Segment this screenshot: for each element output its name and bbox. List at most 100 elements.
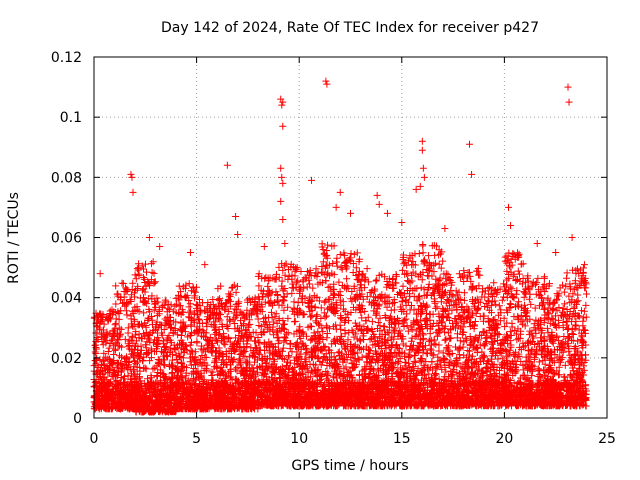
- data-point: [133, 358, 141, 366]
- data-point: [333, 258, 341, 266]
- data-point: [368, 318, 376, 326]
- data-point: [156, 366, 164, 374]
- data-point: [147, 260, 155, 268]
- data-point: [98, 331, 106, 339]
- data-point: [208, 371, 216, 379]
- data-point: [99, 357, 107, 365]
- data-point: [111, 321, 119, 329]
- data-point: [101, 393, 109, 401]
- data-point: [142, 328, 150, 336]
- data-point: [112, 345, 120, 353]
- data-point: [146, 357, 154, 365]
- data-point: [144, 382, 152, 390]
- data-point: [138, 402, 146, 410]
- data-point: [123, 311, 131, 319]
- data-point: [141, 319, 149, 327]
- data-point: [256, 338, 264, 346]
- data-point: [360, 335, 368, 343]
- data-point: [152, 323, 160, 331]
- data-point: [109, 333, 117, 341]
- data-point: [104, 347, 112, 355]
- data-point: [216, 311, 224, 319]
- data-point: [113, 335, 121, 343]
- data-point: [272, 310, 280, 318]
- chart-title: Day 142 of 2024, Rate Of TEC Index for r…: [161, 20, 539, 36]
- data-point: [157, 347, 165, 355]
- data-point: [324, 241, 332, 249]
- data-point: [144, 334, 152, 342]
- data-point: [116, 342, 124, 350]
- data-point: [214, 296, 222, 304]
- data-point: [213, 338, 221, 346]
- data-point: [224, 333, 232, 341]
- data-point: [142, 341, 150, 349]
- data-point: [166, 336, 174, 344]
- data-point: [134, 285, 142, 293]
- data-point: [121, 302, 129, 310]
- data-point: [143, 268, 151, 276]
- data-point: [297, 267, 305, 275]
- data-point: [99, 367, 107, 375]
- data-point: [364, 326, 372, 334]
- data-point: [153, 336, 161, 344]
- data-point: [141, 383, 149, 391]
- data-point: [186, 309, 194, 317]
- data-point: [135, 260, 143, 268]
- data-point: [146, 338, 154, 346]
- data-point: [92, 350, 100, 358]
- data-point: [342, 265, 350, 273]
- data-point: [143, 397, 151, 405]
- data-point: [380, 322, 388, 330]
- data-point: [363, 265, 371, 273]
- data-point: [113, 339, 121, 347]
- data-point: [134, 320, 142, 328]
- data-point: [133, 380, 141, 388]
- data-point: [91, 341, 99, 349]
- data-point: [154, 358, 162, 366]
- data-point: [130, 315, 138, 323]
- data-point: [140, 285, 148, 293]
- data-point: [148, 378, 156, 386]
- data-point: [136, 350, 144, 358]
- data-point: [115, 400, 123, 408]
- data-point: [143, 350, 151, 358]
- data-point: [111, 367, 119, 375]
- data-point: [193, 338, 201, 346]
- data-point: [128, 322, 136, 330]
- data-point: [168, 370, 176, 378]
- data-point: [289, 280, 297, 288]
- data-point: [97, 366, 105, 374]
- data-point: [149, 258, 157, 266]
- data-point: [166, 324, 174, 332]
- data-point: [110, 351, 118, 359]
- data-point: [216, 295, 224, 303]
- data-point: [185, 280, 193, 288]
- data-point: [121, 335, 129, 343]
- data-point: [262, 313, 270, 321]
- data-point: [288, 284, 296, 292]
- data-point: [117, 325, 125, 333]
- data-point: [141, 332, 149, 340]
- data-point: [144, 349, 152, 357]
- data-point: [106, 311, 114, 319]
- data-point: [128, 332, 136, 340]
- data-point: [138, 262, 146, 270]
- data-point: [120, 375, 128, 383]
- data-point: [159, 349, 167, 357]
- data-point: [232, 288, 240, 296]
- data-point: [105, 389, 113, 397]
- data-point: [343, 275, 351, 283]
- data-point: [104, 400, 112, 408]
- data-point: [112, 320, 120, 328]
- data-point: [264, 282, 272, 290]
- data-point: [116, 352, 124, 360]
- data-point: [140, 273, 148, 281]
- data-point: [317, 304, 325, 312]
- data-point: [131, 271, 139, 279]
- data-point: [98, 378, 106, 386]
- data-point: [186, 300, 194, 308]
- data-point: [140, 309, 148, 317]
- data-point: [153, 339, 161, 347]
- data-point: [322, 277, 330, 285]
- data-point: [279, 344, 287, 352]
